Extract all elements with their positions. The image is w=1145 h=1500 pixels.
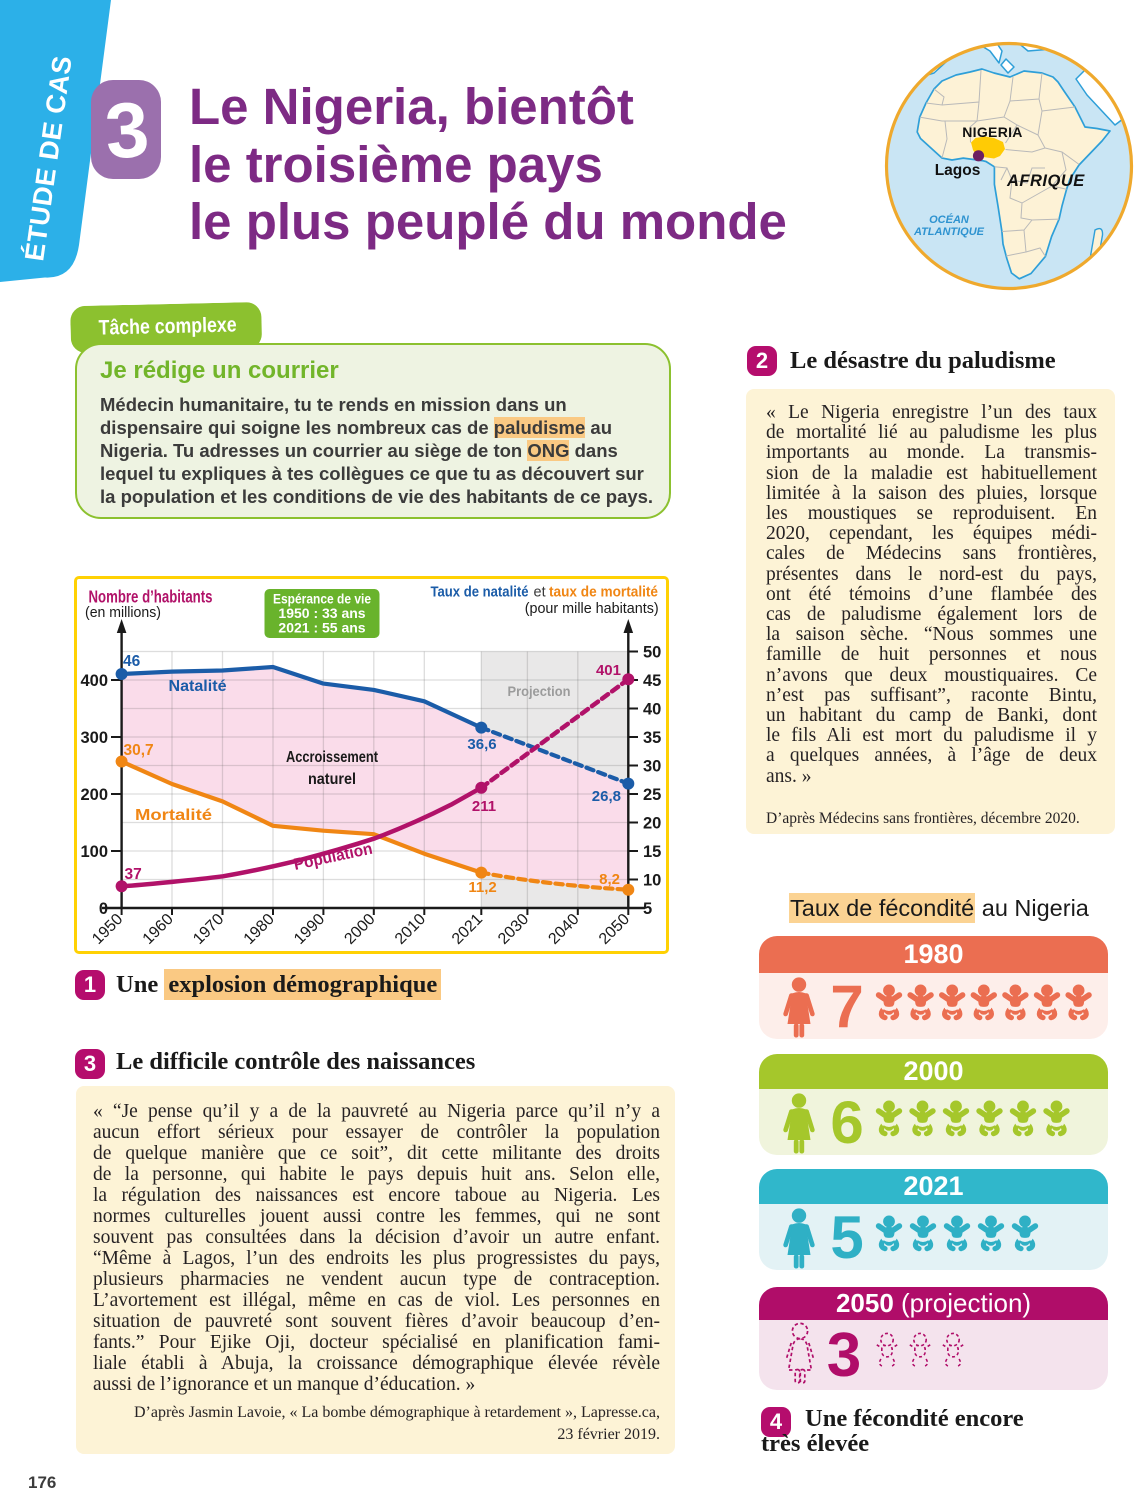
svg-text:46: 46 <box>123 653 141 670</box>
svg-text:3: 3 <box>827 1321 861 1390</box>
svg-text:2000: 2000 <box>341 911 378 948</box>
svg-text:1970: 1970 <box>190 911 227 948</box>
svg-text:et: et <box>534 585 546 601</box>
svg-text:20: 20 <box>643 815 661 833</box>
svg-text:1990: 1990 <box>291 911 328 948</box>
svg-text:2030: 2030 <box>495 911 532 948</box>
svg-text:26,8: 26,8 <box>592 788 621 805</box>
svg-text:401: 401 <box>596 662 621 679</box>
svg-text:Natalité: Natalité <box>169 678 227 695</box>
svg-text:(en millions): (en millions) <box>85 605 161 621</box>
svg-text:15: 15 <box>643 843 661 861</box>
svg-text:0: 0 <box>99 900 108 918</box>
svg-text:Espérance de vie: Espérance de vie <box>273 591 371 607</box>
svg-text:Population: Population <box>292 840 374 874</box>
svg-text:2010: 2010 <box>392 911 429 948</box>
svg-text:Lagos: Lagos <box>935 162 981 179</box>
svg-text:Mortalité: Mortalité <box>135 807 212 824</box>
svg-text:30,7: 30,7 <box>124 742 154 759</box>
svg-text:45: 45 <box>643 672 661 690</box>
svg-text:25: 25 <box>643 786 661 804</box>
svg-text:ATLANTIQUE: ATLANTIQUE <box>913 226 985 238</box>
svg-text:Nombre d’habitants: Nombre d’habitants <box>89 587 213 607</box>
svg-text:50: 50 <box>643 644 661 662</box>
svg-text:11,2: 11,2 <box>468 879 496 896</box>
svg-text:10: 10 <box>643 872 661 890</box>
svg-text:400: 400 <box>80 672 108 690</box>
svg-text:30: 30 <box>643 758 661 776</box>
svg-text:2050: 2050 <box>596 911 633 948</box>
svg-text:1980: 1980 <box>241 911 278 948</box>
svg-text:Tâche complexe: Tâche complexe <box>98 313 236 339</box>
svg-text:2040: 2040 <box>545 911 582 948</box>
svg-text:7: 7 <box>830 973 863 1039</box>
svg-text:6: 6 <box>830 1089 863 1155</box>
svg-text:35: 35 <box>643 729 661 747</box>
svg-text:2021 : 55 ans: 2021 : 55 ans <box>278 620 365 636</box>
svg-text:Projection: Projection <box>508 683 571 699</box>
svg-text:1950 : 33 ans: 1950 : 33 ans <box>278 605 365 621</box>
svg-text:37: 37 <box>125 866 142 883</box>
svg-text:Accroissement: Accroissement <box>286 749 379 766</box>
svg-text:(pour mille habitants): (pour mille habitants) <box>525 601 659 617</box>
svg-text:OCÉAN: OCÉAN <box>929 213 970 226</box>
svg-text:5: 5 <box>830 1204 863 1270</box>
svg-text:2021: 2021 <box>449 911 486 948</box>
svg-text:8,2: 8,2 <box>599 871 620 888</box>
svg-text:36,6: 36,6 <box>467 736 496 753</box>
svg-text:AFRIQUE: AFRIQUE <box>1006 172 1085 190</box>
svg-text:Taux de natalité: Taux de natalité <box>431 584 529 601</box>
svg-text:1950: 1950 <box>89 911 126 948</box>
svg-text:NIGERIA: NIGERIA <box>962 124 1022 140</box>
svg-text:211: 211 <box>472 798 496 815</box>
svg-text:taux de mortalité: taux de mortalité <box>549 584 658 601</box>
svg-text:100: 100 <box>80 843 108 861</box>
svg-text:1960: 1960 <box>140 911 177 948</box>
svg-text:naturel: naturel <box>308 771 356 788</box>
svg-text:40: 40 <box>643 701 661 719</box>
svg-text:300: 300 <box>80 729 108 747</box>
svg-text:5: 5 <box>643 900 652 918</box>
svg-text:200: 200 <box>80 786 108 804</box>
